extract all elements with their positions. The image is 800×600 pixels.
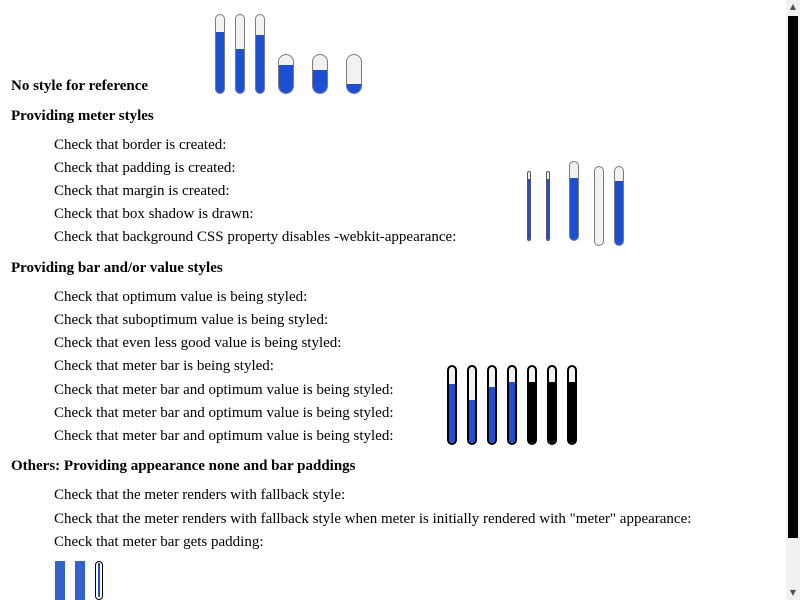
meter-bar-optimum-2: [547, 365, 557, 445]
meter-reference-3: [255, 14, 265, 94]
meter-reference-5: [312, 54, 328, 94]
meter-fill: [256, 35, 264, 93]
heading-reference: No style for reference: [11, 78, 149, 94]
check-line: Check that meter bar gets padding:: [54, 534, 264, 550]
check-line: Check that even less good value is being…: [54, 335, 342, 351]
scrollbar-thumb[interactable]: [788, 16, 798, 538]
check-line: Check that background CSS property disab…: [54, 229, 457, 245]
check-line: Check that the meter renders with fallba…: [54, 487, 346, 503]
meter-fill: [449, 383, 455, 443]
meter-reference-4: [278, 54, 294, 94]
meter-box-shadow: [594, 166, 604, 246]
heading-bar-value-styles: Providing bar and/or value styles: [11, 260, 223, 276]
check-line: Check that margin is created:: [54, 183, 230, 199]
meter-fill: [549, 382, 555, 443]
meter-fill: [347, 83, 361, 93]
meter-fill: [569, 382, 575, 443]
check-line: Check that meter bar and optimum value i…: [54, 405, 394, 421]
meter-fallback: [55, 561, 65, 600]
meter-fill: [313, 70, 327, 93]
meter-suboptimum: [467, 365, 477, 445]
meter-optimum: [447, 365, 457, 445]
meter-fill: [469, 400, 475, 443]
check-line: Check that the meter renders with fallba…: [54, 511, 692, 527]
check-line: Check that border is created:: [54, 137, 227, 153]
meter-reference-6: [346, 54, 362, 94]
meter-fill: [615, 181, 623, 245]
scroll-down-icon[interactable]: ▼: [789, 588, 797, 597]
meter-reference-1: [215, 14, 225, 94]
vertical-scrollbar[interactable]: ▲ ▼: [786, 0, 800, 600]
meter-fill: [279, 64, 293, 93]
check-line: Check that suboptimum value is being sty…: [54, 312, 329, 328]
meter-fill: [216, 32, 224, 93]
meter-bar-optimum-1: [527, 365, 537, 445]
meter-padding: [546, 171, 550, 241]
meter-fill: [236, 49, 244, 93]
meter-bar-padding: [95, 561, 103, 600]
check-line: Check that meter bar is being styled:: [54, 358, 274, 374]
check-line: Check that box shadow is drawn:: [54, 206, 254, 222]
check-line: Check that optimum value is being styled…: [54, 289, 308, 305]
check-line: Check that padding is created:: [54, 160, 236, 176]
meter-fill: [529, 382, 535, 443]
meter-background: [614, 166, 624, 246]
meter-margin: [569, 161, 579, 241]
meter-bar-styled: [507, 365, 517, 445]
meter-bar-optimum-3: [567, 365, 577, 445]
meter-reference-2: [235, 14, 245, 94]
heading-meter-styles: Providing meter styles: [11, 108, 154, 124]
meter-fill: [528, 178, 530, 240]
meter-fill: [570, 177, 578, 240]
heading-others: Others: Providing appearance none and ba…: [11, 458, 356, 474]
meter-fill: [489, 386, 495, 443]
meter-fill: [509, 382, 515, 443]
meter-fallback-initial: [75, 561, 85, 600]
meter-border: [527, 171, 531, 241]
meter-fill: [98, 562, 100, 597]
check-line: Check that meter bar and optimum value i…: [54, 382, 394, 398]
check-line: Check that meter bar and optimum value i…: [54, 428, 394, 444]
meter-fill: [547, 178, 549, 240]
meter-even-less-good: [487, 365, 497, 445]
scroll-up-icon[interactable]: ▲: [789, 2, 797, 11]
